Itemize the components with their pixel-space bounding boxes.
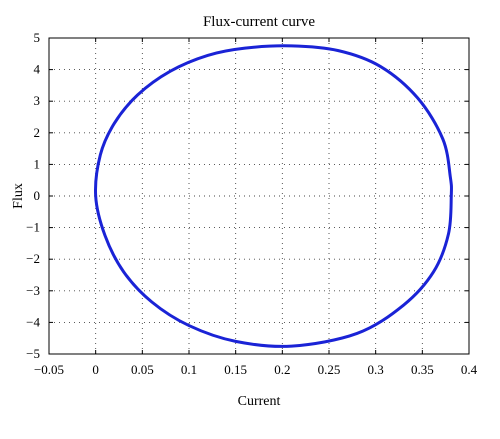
x-tick-label: 0.15 — [224, 362, 247, 377]
y-tick-label: −1 — [26, 220, 40, 235]
x-tick-label: 0.35 — [411, 362, 434, 377]
x-tick-label: 0.05 — [131, 362, 154, 377]
y-tick-label: −5 — [26, 346, 40, 361]
x-tick-label: −0.05 — [34, 362, 64, 377]
flux-current-series — [94, 44, 453, 348]
x-tick-label: 0.4 — [461, 362, 478, 377]
x-tick-label: 0.2 — [274, 362, 290, 377]
plot-frame — [48, 37, 470, 355]
x-tick-label: 0.1 — [181, 362, 197, 377]
gridlines — [49, 38, 469, 354]
y-tick-labels: −5 −4 −3 −2 −1 0 1 2 3 4 5 — [26, 30, 40, 361]
y-tick-label: −3 — [26, 283, 40, 298]
x-tick-label: 0.25 — [318, 362, 341, 377]
y-tick-label: 0 — [34, 188, 41, 203]
y-tick-label: −2 — [26, 251, 40, 266]
x-tick-label: 0.3 — [368, 362, 384, 377]
y-axis-label: Flux — [11, 183, 26, 209]
y-tick-label: 5 — [34, 30, 41, 45]
y-tick-label: 1 — [34, 156, 41, 171]
x-axis-label: Current — [238, 394, 281, 409]
y-tick-label: 2 — [34, 125, 41, 140]
y-tick-label: 3 — [34, 93, 41, 108]
chart-title: Flux-current curve — [203, 14, 315, 30]
y-tick-label: 4 — [34, 62, 41, 77]
x-tick-labels: −0.05 0 0.05 0.1 0.15 0.2 0.25 0.3 0.35 0.4 — [34, 362, 478, 377]
x-tick-label: 0 — [92, 362, 99, 377]
y-tick-label: −4 — [26, 314, 40, 329]
